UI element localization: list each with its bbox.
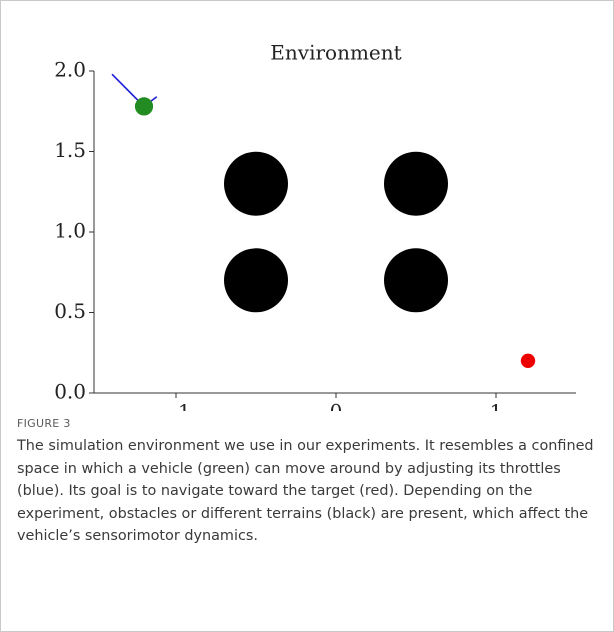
y-tick-label: 0.5 (54, 299, 86, 323)
point (224, 151, 288, 216)
y-tick-label: 2.0 (54, 58, 86, 82)
point (224, 248, 288, 313)
x-tick-label: 0 (330, 400, 343, 412)
figure-caption: The simulation environment we use in our… (17, 438, 594, 544)
point (384, 248, 448, 313)
point (520, 353, 536, 368)
chart-title: Environment (270, 41, 401, 65)
chart: Environment 0.0 0.5 1.0 1.5 2.0 −1 0 1 (54, 41, 576, 412)
y-tick-label: 0.0 (54, 380, 86, 404)
figure-label: FIGURE 3 (17, 417, 71, 430)
y-tick-label: 1.5 (54, 138, 86, 162)
point (134, 97, 154, 116)
point (384, 151, 448, 216)
x-tick-label: −1 (161, 400, 190, 412)
y-tick-label: 1.0 (54, 219, 86, 243)
x-tick-label: 1 (490, 400, 503, 412)
